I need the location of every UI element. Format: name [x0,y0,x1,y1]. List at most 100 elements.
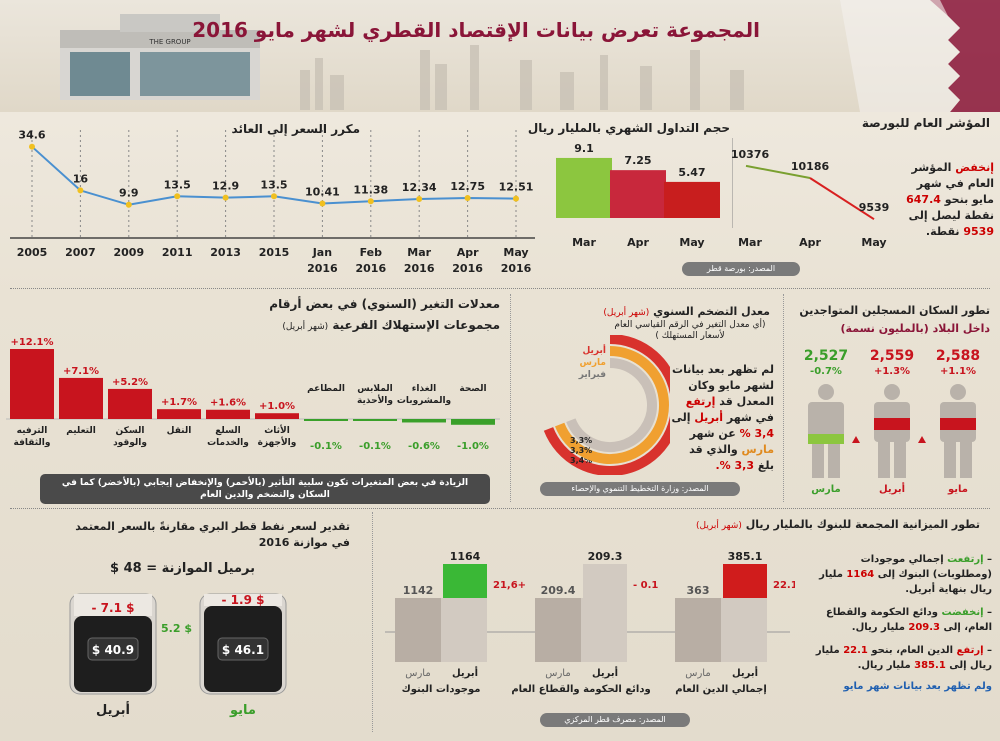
inflation-ring [543,335,670,475]
index-chart: 10376 Mar 10186 Apr 9539 May [732,138,889,249]
volume-bar [556,157,612,218]
pe-value-label: 12.34 [402,181,437,194]
inflation-ring [555,346,669,464]
index-value-label: 10376 [732,148,769,161]
banks-chart: 1142 1164 21,6+ مارس أبريل موجودات البنوك 209.… [385,550,795,695]
svg-text:THE GROUP: THE GROUP [148,38,190,46]
growth-bar [206,409,250,419]
pe-chart: 34.6 2005 16 2007 9.9 2009 13.5 2011 12.9 2013 13.… [10,129,535,275]
banks-bar-april-change [583,564,627,598]
population-month-label: مايو [947,484,968,495]
divider [10,288,990,289]
barrel-price-label: $ 46.1 [222,643,264,657]
growth-category-label: المطاعم [307,384,345,394]
barrel-month-label: أبريل [96,701,130,718]
person-leg [894,442,906,478]
pe-point [174,193,181,200]
inflation-text-2: في شهر [726,411,774,424]
banks-group-label: إجمالي الدين العام [675,684,767,695]
banks-title-text: تطور الميزانية المجمعة للبنوك بالمليار ر… [745,518,980,531]
growth-category-label: والأحذية [357,394,393,406]
banks-series-label: أبريل [732,666,758,679]
banks-diff-label: - 0.1 [633,580,658,591]
index-value-drop: 647.4 [906,193,941,206]
barrel-gain-label: 5.2 $ [161,622,192,635]
population-month-label: مارس [811,484,841,495]
banks-bullet-1-value: 1164 [846,569,875,580]
pe-value-label: 10.41 [305,186,340,199]
pe-point [125,201,132,208]
inflation-subtitle: (أي معدل التغير في الرقم القياسي العام ل… [614,320,766,341]
population-change-label: -0.7% [810,366,842,377]
barrel-empty-part [204,594,282,606]
banks-bullet-1: – إرتفعت إجمالي موجودات (ومطلوبات) البنو… [819,554,992,595]
pe-value-label: 13.5 [260,178,287,191]
growth-category-label: والخدمات [207,438,249,448]
pe-point [416,196,423,203]
pe-point [464,195,471,202]
banks-series-label: مارس [685,668,710,679]
growth-bar [451,419,495,425]
person-head [884,384,900,400]
banks-group-label: موجودات البنوك [402,684,481,695]
person-icon [874,384,910,478]
pe-value-label: 11.38 [353,183,388,196]
inflation-text-3: إلى [671,411,691,424]
divider-v3 [372,512,373,732]
pe-tick-label: 2016 [501,262,532,275]
index-text-1: المؤشر العام في شهر مايو بنحو [911,161,994,206]
pe-value-label: 13.5 [164,178,191,191]
banks-bullet-3: – إرتفع الدين العام، بنحو 22.1 مليار ريا… [815,645,992,671]
growth-value-label: +7.1% [63,366,99,377]
banks-bar-march [675,598,721,662]
population-value-label: 2,559 [870,348,914,364]
pe-value-label: 16 [73,172,89,185]
inflation-text-1: لم تظهر بعد بيانات لشهر مايو وكان المعدل… [672,363,774,408]
growth-category-label: الصحة [459,384,486,394]
growth-title-2: مجموعات الإستهلاك الفرعية (شهر أبريل) [230,318,500,332]
pe-tick-label: Apr [457,246,479,259]
index-value-label: 10186 [791,160,830,173]
growth-title-note: (شهر أبريل) [282,322,329,332]
volume-title: حجم التداول الشهري بالمليار ريال [527,121,730,135]
volume-tick-label: Mar [572,236,596,249]
barrel-price-label: $ 40.9 [92,643,134,657]
inflation-chart: 3,4% أبريل 3,3% مارس 3,3% فبراير [543,335,670,475]
pe-point [222,194,229,201]
banks-bar-april-lower [721,598,767,662]
banks-diff-label: 21,6+ [493,580,526,591]
growth-value-label: -1.0% [457,441,489,452]
growth-category-label: التعليم [66,426,96,436]
banks-series-label: مارس [545,668,570,679]
banks-series-label: أبريل [592,666,618,679]
index-source: المصدر: بورصة قطر [682,262,800,276]
barrel-price-box [217,637,269,661]
banks-bullet-2-value: 209.3 [908,622,941,633]
volume-value-label: 5.47 [678,166,705,179]
index-line-1 [745,164,811,179]
growth-bar [10,349,54,419]
pe-tick-label: 2009 [113,246,144,259]
index-tick-label: May [861,236,886,249]
banks-series-label: مارس [405,668,430,679]
growth-title-1: معدلات التغير (السنوي) في بعض أرقام [269,297,500,311]
oil-chart: - 7.1 $ $ 40.9 أبريل - 1.9 $ $ 46.1 مايو 5.2 $ [69,593,287,718]
inflation-ring-label: 3,4% [570,456,592,465]
pe-point [319,200,326,207]
banks-bullet-2-text-2: مليار ريال. [851,622,905,633]
banks-bullet-3-text-2: مليار ريال إلى [815,645,992,671]
growth-category-label: الملابس [357,384,392,394]
pe-point [77,187,84,194]
inflation-title: معدل التضخم السنوي (شهر أبريل) [560,305,770,318]
banks-bullet-2-text: ودائع الحكومة والقطاع العام، إلى [826,607,992,633]
banks-bullet-2-word: إنخفضت [941,607,984,618]
page-title: المجموعة تعرض بيانات الإقتصاد القطري لشه… [192,18,760,42]
banks-march-label: 363 [687,584,710,597]
index-word-decline: إنخفض [955,161,994,174]
person-level-band [808,434,844,444]
volume-chart: 9.1 Mar 7.25 Apr 5.47 May [556,142,720,249]
inflation-legend-label: أبريل [583,344,606,356]
banks-text: – إرتفعت إجمالي موجودات (ومطلوبات) البنو… [806,552,992,694]
growth-value-label: +5.2% [112,377,148,388]
